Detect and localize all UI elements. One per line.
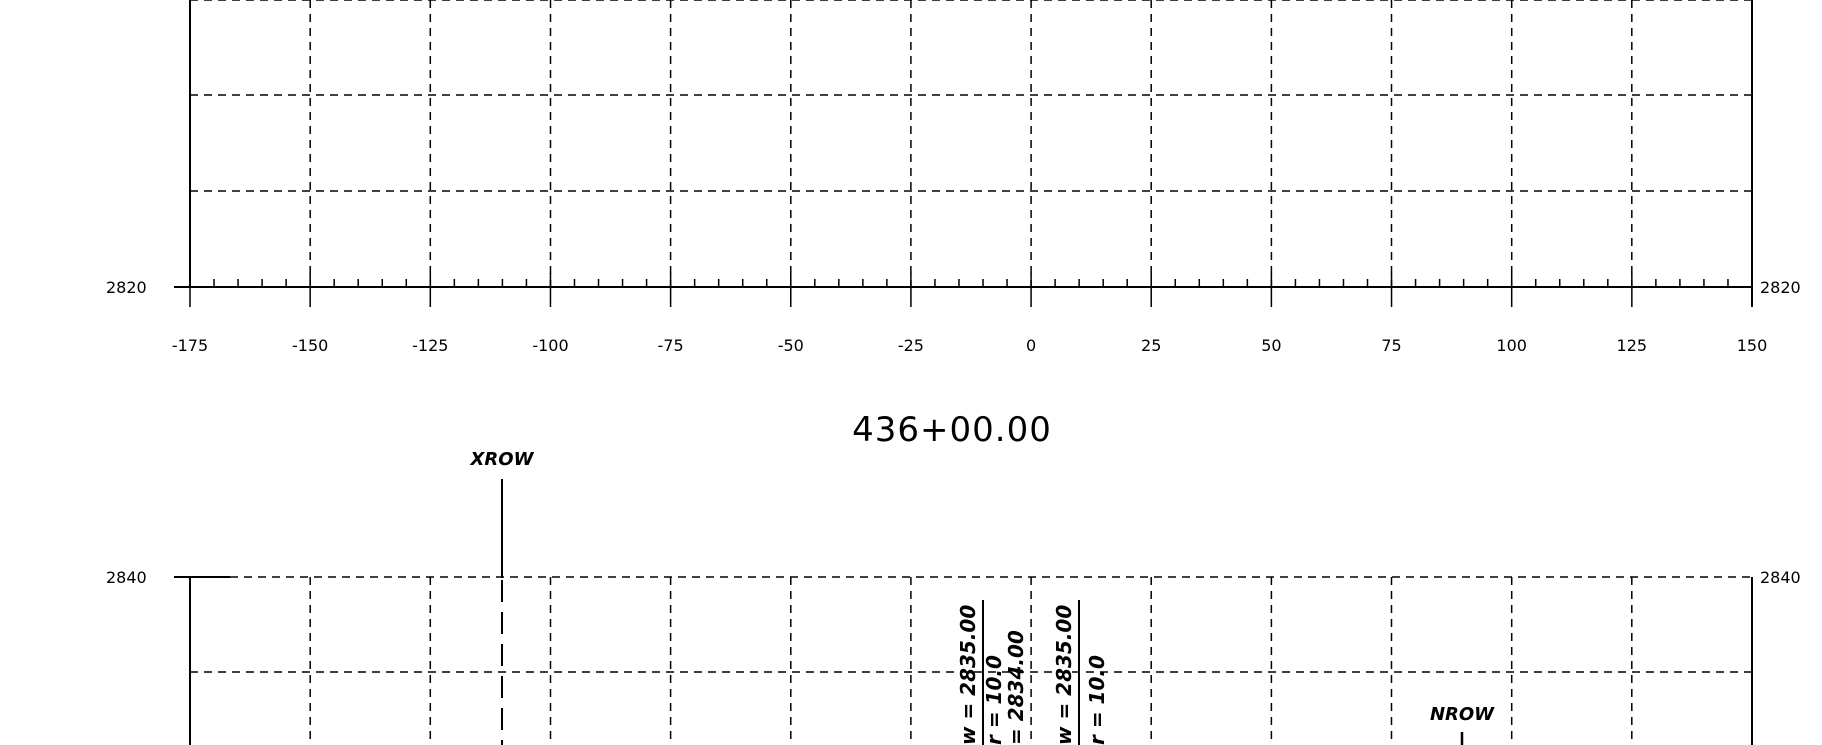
offset-label: -75 xyxy=(658,336,684,355)
offset-label: -50 xyxy=(778,336,804,355)
offset-label: 50 xyxy=(1261,336,1281,355)
upper-elevation-label-right: 2820 xyxy=(1760,278,1801,297)
offset-axis-labels: -175 -150 -125 -100 -75 -50 -25 0 25 50 … xyxy=(172,336,1767,355)
lower-grid xyxy=(174,576,1753,745)
elevation-annotation-1: w = 2835.00 r = 10.0 = 2834.00 xyxy=(956,600,1028,745)
upper-grid xyxy=(174,0,1753,307)
lower-elevation-label-right: 2840 xyxy=(1760,568,1801,587)
upper-axis-ticks xyxy=(189,273,1753,307)
xrow-tag: XROW xyxy=(470,449,535,470)
offset-label: -125 xyxy=(412,336,448,355)
offset-label: -150 xyxy=(292,336,328,355)
offset-label: -175 xyxy=(172,336,208,355)
offset-label: 100 xyxy=(1496,336,1527,355)
elevation-annotation-2: w = 2835.00 r = 10.0 xyxy=(1052,600,1109,745)
offset-label: 0 xyxy=(1026,336,1036,355)
annotation-text: r = 10.0 xyxy=(1085,655,1109,745)
annotation-text: w = 2835.00 xyxy=(1052,605,1076,745)
lower-elevation-label-left: 2840 xyxy=(106,568,147,587)
offset-label: 125 xyxy=(1617,336,1648,355)
offset-label: -25 xyxy=(898,336,924,355)
nrow-tag: NROW xyxy=(1430,704,1495,725)
offset-label: -100 xyxy=(532,336,568,355)
annotation-text: = 2834.00 xyxy=(1004,630,1028,745)
upper-elevation-label-left: 2820 xyxy=(106,278,147,297)
annotation-text: w = 2835.00 xyxy=(956,605,980,745)
offset-label: 25 xyxy=(1141,336,1161,355)
annotation-text: r = 10.0 xyxy=(982,655,1006,745)
station-label: 436+00.00 xyxy=(852,410,1052,450)
offset-label: 75 xyxy=(1381,336,1401,355)
offset-label: 150 xyxy=(1737,336,1768,355)
